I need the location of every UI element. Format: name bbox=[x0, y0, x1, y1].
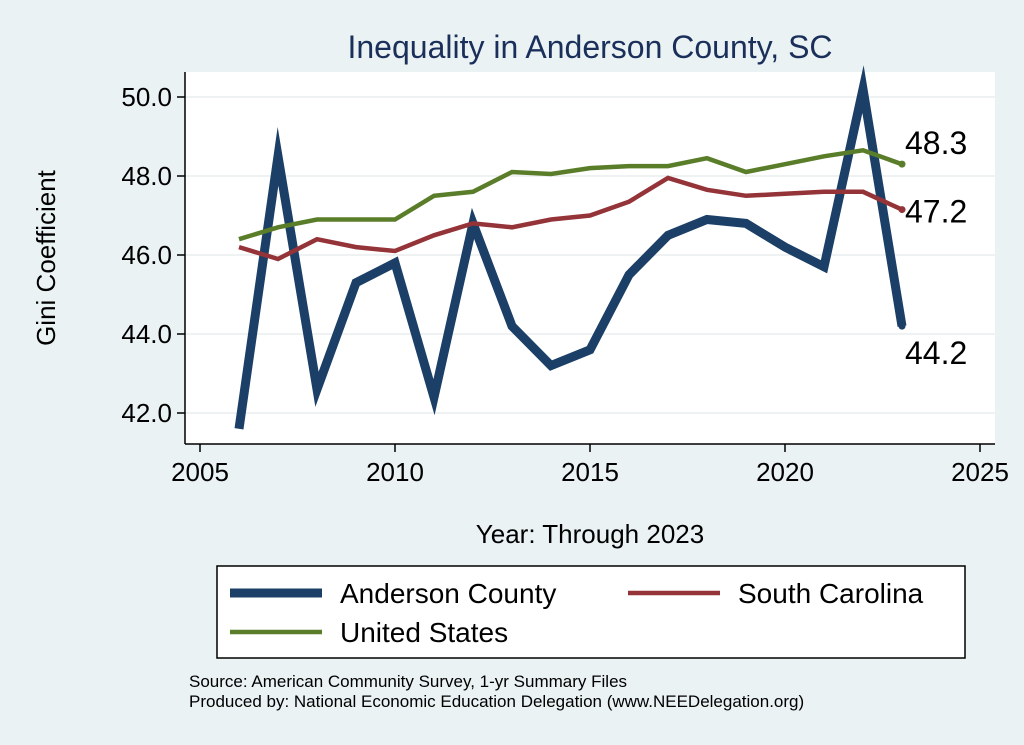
data-point bbox=[863, 150, 864, 151]
end-label: 44.2 bbox=[905, 335, 967, 371]
y-tick-label: 42.0 bbox=[121, 398, 172, 428]
data-point bbox=[434, 397, 435, 398]
y-tick-label: 48.0 bbox=[121, 161, 172, 191]
data-point bbox=[356, 282, 357, 283]
data-point bbox=[512, 326, 513, 327]
data-point bbox=[434, 195, 435, 196]
source-note: Source: American Community Survey, 1-yr … bbox=[189, 672, 627, 691]
legend: Anderson County South Carolina United St… bbox=[216, 565, 966, 659]
data-point bbox=[395, 219, 396, 220]
end-label: 47.2 bbox=[905, 194, 967, 230]
legend-box bbox=[216, 565, 966, 659]
data-point bbox=[785, 247, 786, 248]
data-point bbox=[395, 262, 396, 263]
x-tick-label: 2025 bbox=[951, 457, 1009, 487]
data-point bbox=[824, 266, 825, 267]
data-point bbox=[317, 389, 318, 390]
legend-label-anderson: Anderson County bbox=[340, 578, 556, 609]
y-ticks: 42.0 44.0 46.0 48.0 50.0 bbox=[121, 82, 185, 428]
y-axis-label: Gini Coefficient bbox=[31, 169, 61, 346]
data-point bbox=[590, 349, 591, 350]
data-point bbox=[551, 174, 552, 175]
chart-title: Inequality in Anderson County, SC bbox=[347, 29, 832, 65]
data-point bbox=[473, 191, 474, 192]
data-point bbox=[356, 247, 357, 248]
data-point bbox=[551, 365, 552, 366]
data-point bbox=[239, 247, 240, 248]
data-point bbox=[512, 227, 513, 228]
y-tick-label: 46.0 bbox=[121, 240, 172, 270]
data-point bbox=[512, 172, 513, 173]
data-point bbox=[356, 219, 357, 220]
data-point bbox=[239, 428, 240, 429]
end-point bbox=[898, 322, 906, 330]
x-tick-label: 2020 bbox=[756, 457, 814, 487]
series-line-united-states bbox=[238, 147, 903, 242]
end-point bbox=[898, 160, 906, 168]
producer-note: Produced by: National Economic Education… bbox=[189, 692, 804, 711]
data-point bbox=[590, 168, 591, 169]
x-axis-label: Year: Through 2023 bbox=[476, 519, 704, 549]
series-line-south-carolina bbox=[238, 175, 903, 262]
y-tick-label: 44.0 bbox=[121, 319, 172, 349]
data-point bbox=[395, 251, 396, 252]
data-point bbox=[746, 223, 747, 224]
x-tick-label: 2005 bbox=[171, 457, 229, 487]
x-tick-label: 2015 bbox=[561, 457, 619, 487]
data-point bbox=[278, 227, 279, 228]
end-point bbox=[898, 206, 906, 214]
data-point bbox=[668, 235, 669, 236]
end-label: 48.3 bbox=[905, 125, 967, 161]
data-point bbox=[746, 172, 747, 173]
series-layer bbox=[234, 65, 907, 430]
series-line-anderson-county bbox=[234, 65, 907, 430]
data-point bbox=[317, 219, 318, 220]
data-point bbox=[707, 219, 708, 220]
data-point bbox=[707, 158, 708, 159]
data-point bbox=[746, 195, 747, 196]
data-point bbox=[317, 239, 318, 240]
data-point bbox=[239, 239, 240, 240]
x-tick-label: 2010 bbox=[366, 457, 424, 487]
data-point bbox=[668, 166, 669, 167]
legend-label-united-states: United States bbox=[340, 617, 508, 648]
data-point bbox=[785, 164, 786, 165]
x-ticks: 2005 2010 2015 2020 2025 bbox=[171, 444, 1009, 487]
data-point bbox=[278, 258, 279, 259]
data-point bbox=[278, 156, 279, 157]
end-labels: 44.2 47.2 48.3 bbox=[898, 125, 967, 371]
y-tick-label: 50.0 bbox=[121, 82, 172, 112]
data-point bbox=[824, 156, 825, 157]
data-point bbox=[629, 201, 630, 202]
data-point bbox=[434, 235, 435, 236]
data-point bbox=[824, 191, 825, 192]
data-point bbox=[551, 219, 552, 220]
data-point bbox=[863, 89, 864, 90]
data-point bbox=[863, 191, 864, 192]
data-point bbox=[707, 189, 708, 190]
data-point bbox=[668, 177, 669, 178]
data-point bbox=[590, 215, 591, 216]
data-point bbox=[629, 274, 630, 275]
data-point bbox=[473, 223, 474, 224]
legend-label-south-carolina: South Carolina bbox=[738, 578, 924, 609]
data-point bbox=[785, 193, 786, 194]
data-point bbox=[629, 166, 630, 167]
